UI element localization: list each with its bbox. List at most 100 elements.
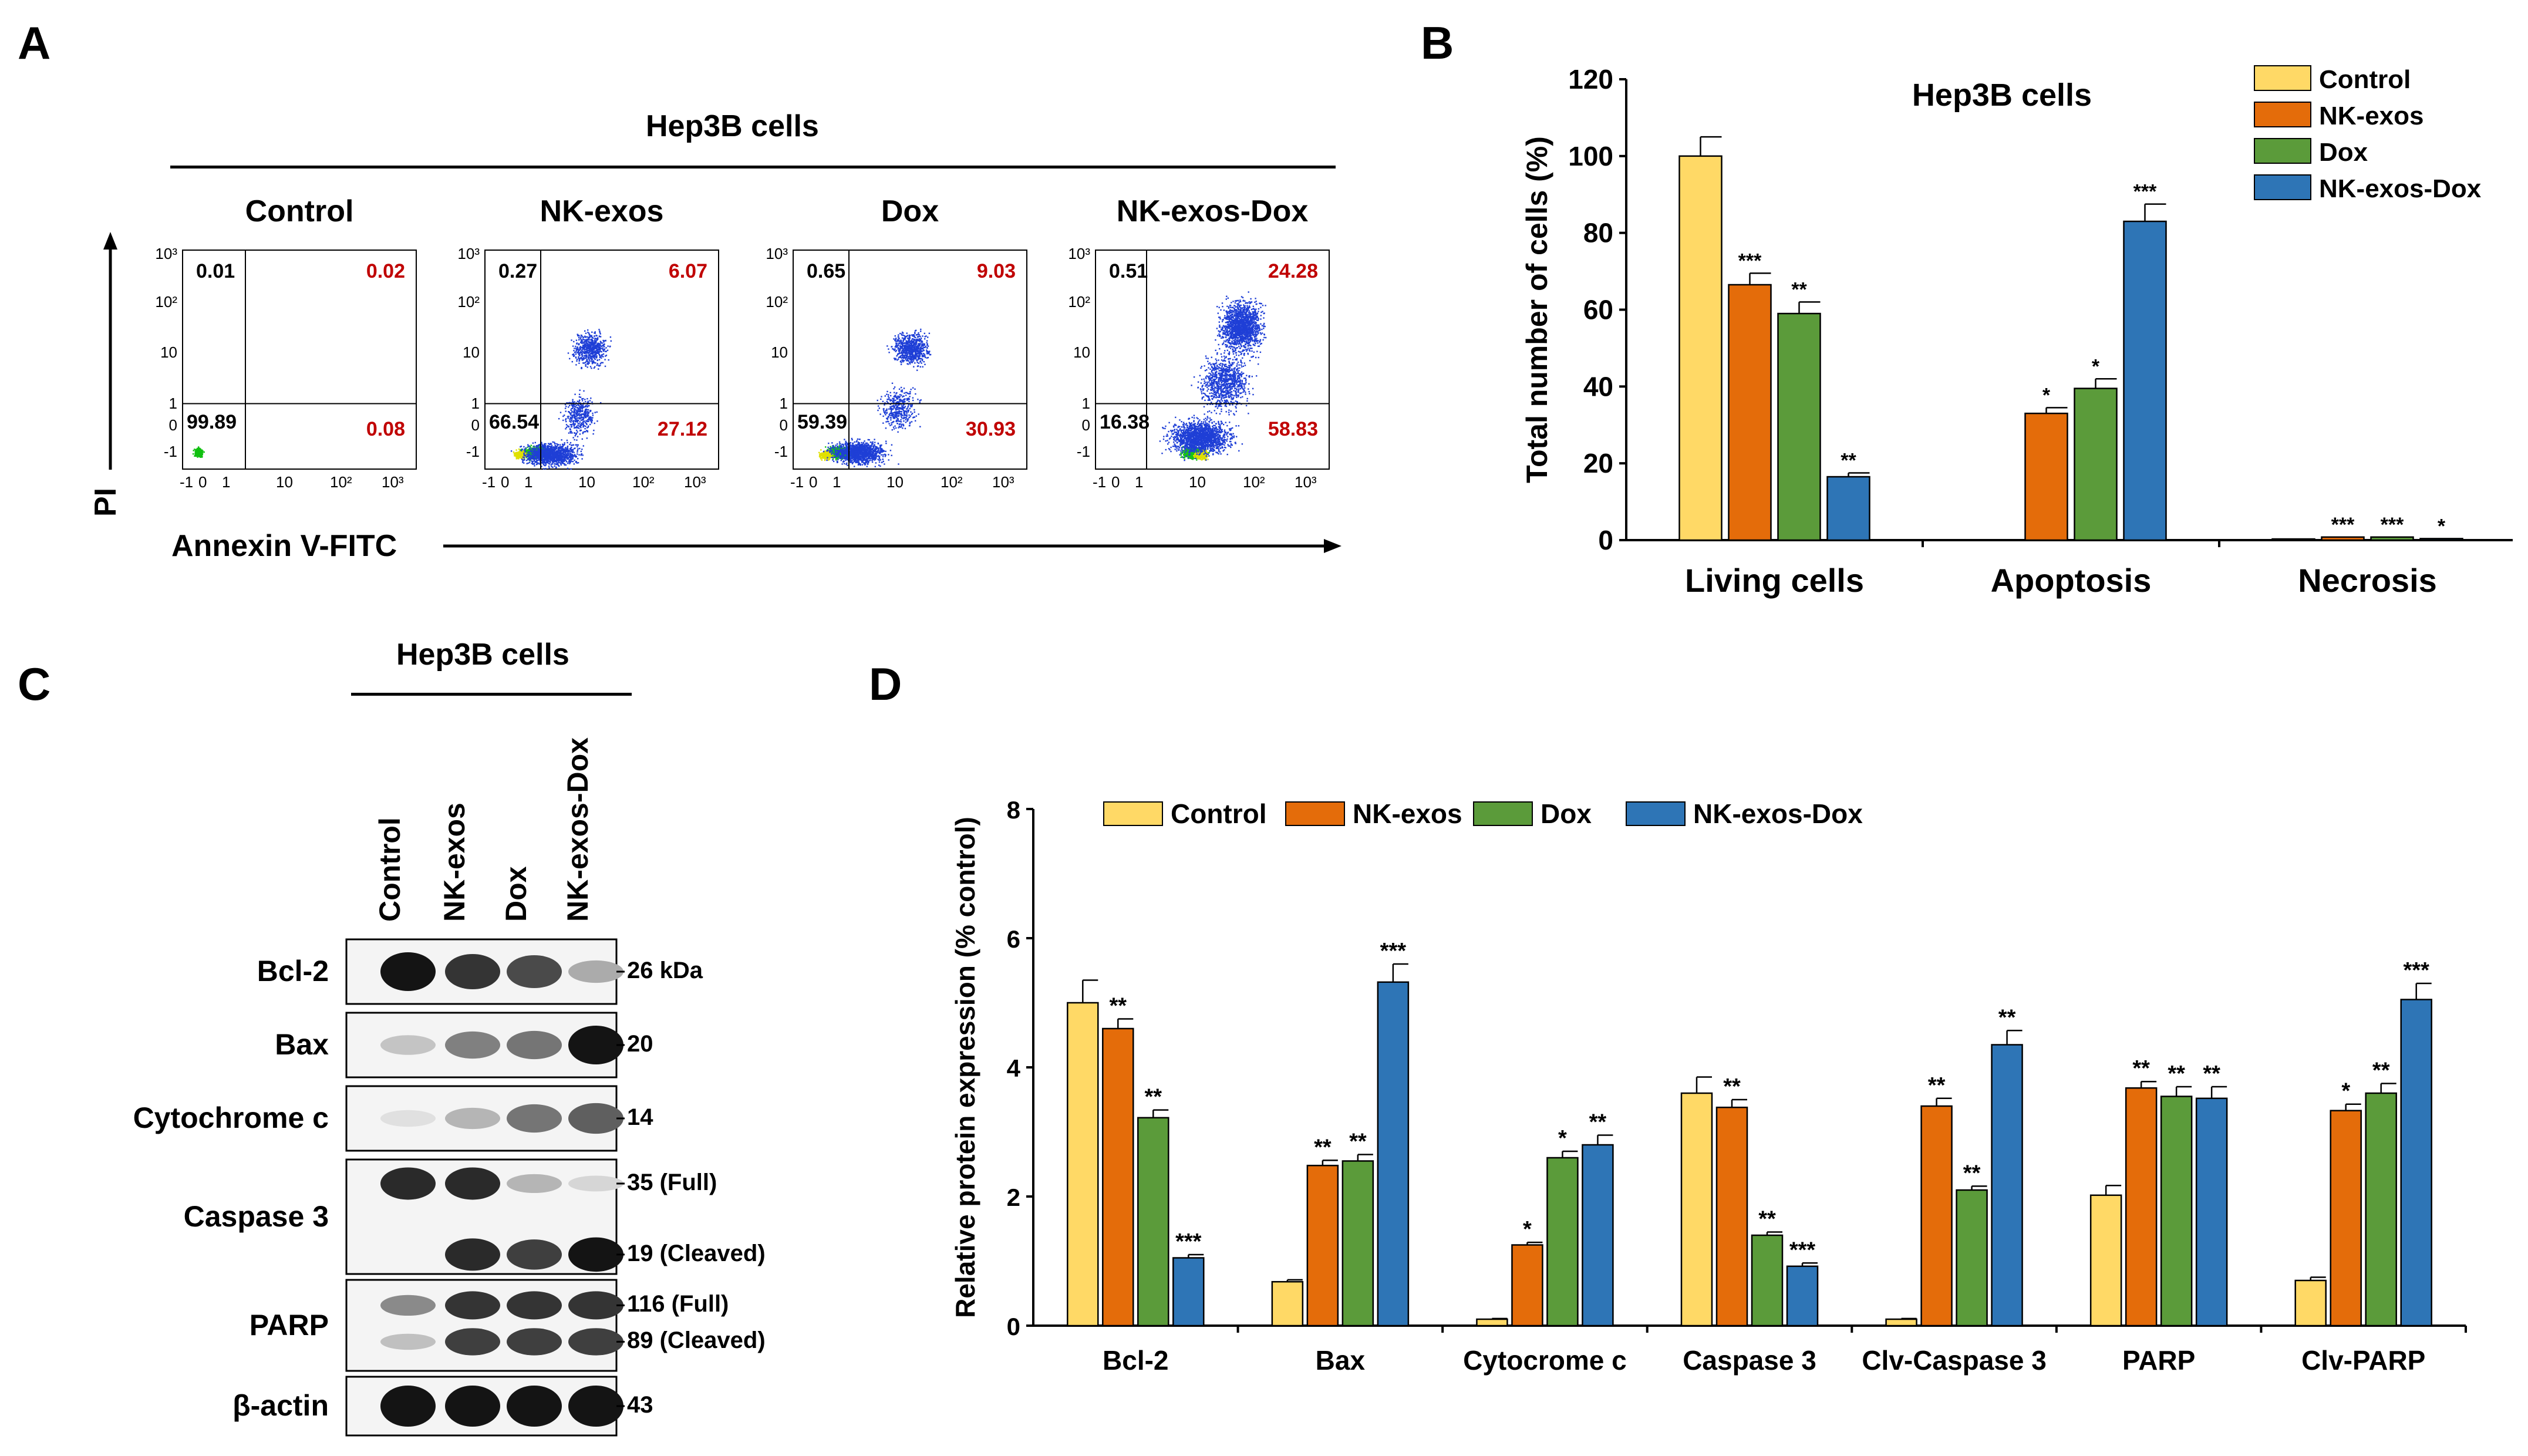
- flow-event-dot: [589, 410, 591, 411]
- flow-event-dot: [595, 341, 596, 342]
- flow-event-dot: [574, 394, 575, 395]
- flow-event-dot: [535, 453, 536, 454]
- flow-event-dot: [576, 439, 577, 440]
- flow-event-dot: [824, 454, 825, 456]
- flow-event-dot: [581, 358, 582, 359]
- flow-event-dot: [591, 353, 592, 354]
- flow-event-dot: [591, 335, 592, 336]
- flow-event-dot: [570, 429, 571, 430]
- flow-y-tick: -1: [147, 443, 177, 461]
- flow-event-dot: [878, 464, 879, 466]
- flow-event-dot: [578, 356, 579, 358]
- flow-event-dot: [528, 463, 529, 464]
- flow-event-dot: [554, 463, 555, 464]
- flow-event-dot: [586, 423, 587, 424]
- flow-event-dot: [593, 352, 594, 353]
- flow-event-dot: [590, 356, 591, 357]
- flow-x-tick: 1: [524, 473, 532, 491]
- flow-event-dot: [569, 444, 570, 445]
- x-category-label: Caspase 3: [1683, 1345, 1816, 1376]
- flow-event-dot: [536, 445, 537, 446]
- flow-event-dot: [552, 461, 554, 463]
- y-tick-label: 0: [1007, 1313, 1020, 1340]
- flow-event-dot: [574, 401, 575, 402]
- flow-event-dot: [585, 366, 587, 367]
- flow-event-dot: [584, 339, 585, 341]
- flow-event-dot: [571, 424, 572, 425]
- flow-event-dot: [594, 343, 595, 344]
- flow-event-dot: [199, 453, 200, 454]
- flow-event-dot: [545, 452, 546, 453]
- bar: [1138, 1118, 1168, 1326]
- flow-event-dot: [555, 467, 557, 469]
- flow-event-dot: [831, 442, 832, 443]
- flow-event-dot: [582, 419, 584, 420]
- flow-event-dot: [585, 410, 587, 412]
- flow-event-dot: [592, 359, 593, 360]
- flow-event-dot: [579, 390, 581, 391]
- flow-event-dot: [571, 450, 572, 451]
- flow-event-dot: [575, 427, 577, 428]
- flow-event-dot: [557, 451, 558, 452]
- flow-event-dot: [518, 457, 519, 459]
- flow-event-dot: [844, 463, 845, 464]
- flow-event-dot: [199, 455, 200, 456]
- bar: [1992, 1045, 2023, 1326]
- flow-event-dot: [537, 452, 538, 453]
- flow-event-dot: [543, 446, 544, 447]
- legend-label: Dox: [2319, 138, 2368, 167]
- flow-event-dot: [832, 459, 833, 460]
- flow-plot-title: Control: [147, 194, 452, 229]
- flow-event-dot: [545, 456, 546, 457]
- flow-event-dot: [589, 418, 591, 419]
- flow-event-dot: [552, 441, 554, 443]
- flow-event-dot: [588, 332, 589, 333]
- flow-event-dot: [563, 456, 564, 457]
- flow-event-dot: [527, 455, 528, 456]
- flow-event-dot: [565, 406, 567, 407]
- flow-event-dot: [577, 436, 578, 437]
- significance-label: **: [1963, 1161, 1981, 1185]
- flow-event-dot: [511, 450, 512, 451]
- flow-event-dot: [538, 459, 540, 460]
- flow-x-tick: 10²: [330, 473, 352, 491]
- flow-event-dot: [565, 460, 567, 461]
- flow-event-dot: [597, 360, 598, 361]
- wb-title-rule: [351, 693, 632, 696]
- flow-event-dot: [528, 456, 530, 457]
- quadrant-ur-value: 6.07: [643, 260, 707, 283]
- flow-event-dot: [579, 415, 580, 416]
- flow-event-dot: [528, 451, 530, 453]
- flow-event-dot: [576, 417, 577, 419]
- flow-event-dot: [201, 450, 203, 451]
- flow-event-dot: [554, 448, 555, 449]
- flow-event-dot: [197, 456, 198, 457]
- flow-event-dot: [548, 443, 549, 444]
- flow-event-dot: [589, 341, 590, 342]
- flow-event-dot: [583, 357, 584, 358]
- flow-event-dot: [575, 364, 577, 365]
- flow-event-dot: [574, 408, 575, 409]
- flow-event-dot: [577, 415, 578, 416]
- flow-event-dot: [523, 460, 524, 461]
- flow-event-dot: [576, 430, 577, 431]
- flow-event-dot: [579, 411, 580, 412]
- flow-event-dot: [568, 417, 569, 419]
- flow-event-dot: [603, 353, 604, 355]
- flow-event-dot: [821, 459, 823, 460]
- flow-event-dot: [578, 402, 579, 403]
- flow-event-dot: [825, 451, 826, 453]
- flow-event-dot: [560, 460, 561, 461]
- flow-event-dot: [591, 340, 592, 341]
- chart-title: Hep3B cells: [1912, 77, 2092, 113]
- flow-event-dot: [605, 347, 606, 348]
- flow-event-dot: [833, 450, 834, 451]
- flow-event-dot: [581, 343, 582, 344]
- bar: [2126, 1088, 2156, 1326]
- flow-event-dot: [576, 410, 577, 412]
- flow-event-dot: [575, 346, 576, 347]
- flow-event-dot: [569, 454, 571, 456]
- flow-y-tick: 0: [449, 416, 480, 434]
- flow-event-dot: [585, 358, 586, 359]
- flow-event-dot: [576, 426, 577, 427]
